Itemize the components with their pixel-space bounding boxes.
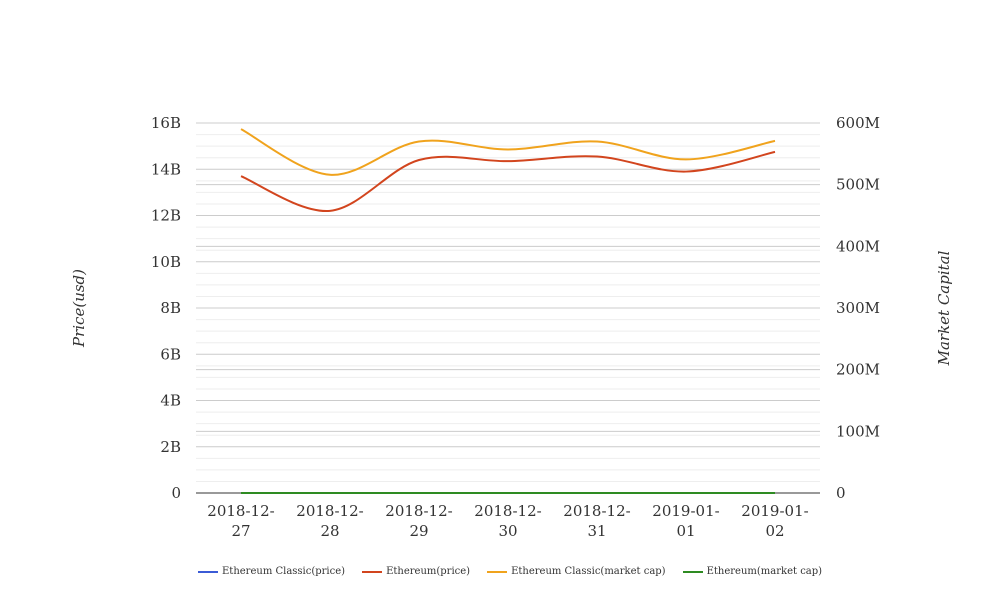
x-tick-label: 2018-12-31 <box>563 502 630 540</box>
right-tick-label: 400M <box>836 237 880 255</box>
right-tick-label: 0 <box>836 484 846 502</box>
x-tick-label: 2018-12-28 <box>296 502 363 540</box>
legend-swatch <box>682 570 703 573</box>
legend-label: Ethereum Classic(price) <box>222 566 346 577</box>
left-axis-title: Price(usd) <box>70 269 88 348</box>
grid-lines <box>196 122 820 482</box>
left-tick-label: 16B <box>151 114 181 132</box>
right-tick-label: 600M <box>836 114 880 132</box>
legend-swatch <box>362 570 383 573</box>
x-tick-label: 2018-12-29 <box>385 502 452 540</box>
right-tick-label: 300M <box>836 299 880 317</box>
chart-legend: Ethereum Classic(price) Ethereum(price) Et… <box>198 566 839 577</box>
legend-swatch <box>487 570 508 573</box>
legend-label: Ethereum(price) <box>386 566 471 577</box>
left-tick-label: 0 <box>171 484 181 502</box>
x-axis-ticks: 2018-12-27 2018-12-28 2018-12-29 2018-12-30… <box>207 502 808 540</box>
left-tick-label: 8B <box>160 299 181 317</box>
x-tick-label: 2018-12-27 <box>207 502 274 540</box>
left-tick-label: 12B <box>151 207 181 225</box>
right-tick-label: 100M <box>836 422 880 440</box>
series-lines <box>240 128 776 495</box>
legend-item-ethereum-classic-market-cap[interactable]: Ethereum Classic(market cap) <box>487 566 666 577</box>
right-tick-label: 200M <box>836 361 880 379</box>
x-tick-label: 2018-12-30 <box>474 502 541 540</box>
legend-item-ethereum-market-cap[interactable]: Ethereum(market cap) <box>682 566 823 577</box>
series-line-ethereum-price <box>240 150 776 212</box>
left-tick-label: 4B <box>160 392 181 410</box>
left-tick-label: 6B <box>160 345 181 363</box>
legend-item-ethereum-price[interactable]: Ethereum(price) <box>362 566 470 577</box>
series-line-ethereum-classic-market-cap <box>240 128 776 176</box>
left-tick-label: 14B <box>151 160 181 178</box>
legend-label: Ethereum Classic(market cap) <box>511 566 666 577</box>
right-tick-label: 500M <box>836 176 880 194</box>
left-axis-ticks: 0 2B 4B 6B 8B 10B 12B 14B 16B <box>151 114 181 502</box>
left-tick-label: 10B <box>151 253 181 271</box>
x-tick-label: 2019-01-02 <box>741 502 808 540</box>
left-tick-label: 2B <box>160 438 181 456</box>
x-tick-label: 2019-01-01 <box>652 502 719 540</box>
right-axis-title: Market Capital <box>935 250 953 366</box>
legend-swatch <box>198 570 218 573</box>
right-axis-ticks: 0 100M 200M 300M 400M 500M 600M <box>836 114 880 502</box>
legend-item-ethereum-classic-price[interactable]: Ethereum Classic(price) <box>198 566 345 577</box>
legend-label: Ethereum(market cap) <box>706 566 823 577</box>
